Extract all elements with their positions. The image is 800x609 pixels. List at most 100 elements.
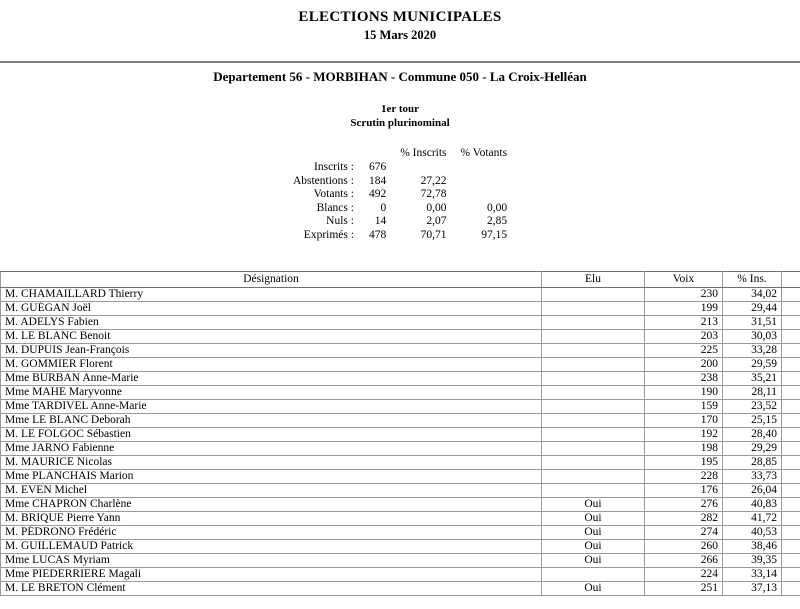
cell-pct-exp: 5 <box>782 512 800 526</box>
statistics-cell-label: Blancs : <box>286 202 362 216</box>
cell-pct-exp: 4 <box>782 470 800 484</box>
cell-designation: M. PÉDRONO Frédéric <box>1 526 542 540</box>
cell-designation: Mme TARDIVEL Anne-Marie <box>1 400 542 414</box>
results-section: Désignation Elu Voix % Ins. % M. CHAMAIL… <box>0 271 800 596</box>
column-header-elu[interactable]: Elu <box>542 272 645 288</box>
cell-elu: Oui <box>542 498 645 512</box>
cell-designation: Mme CHAPRON Charlène <box>1 498 542 512</box>
cell-pct-ins: 25,15 <box>723 414 782 428</box>
statistics-cell-pct-ins: 70,71 <box>393 229 453 243</box>
statistics-cell-label: Exprimés : <box>286 229 362 243</box>
cell-elu <box>542 442 645 456</box>
cell-voix: 251 <box>645 582 723 596</box>
cell-voix: 225 <box>645 344 723 358</box>
cell-pct-exp: 3 <box>782 400 800 414</box>
cell-pct-ins: 34,02 <box>723 288 782 302</box>
cell-designation: M. LE BRETON Clément <box>1 582 542 596</box>
cell-pct-ins: 33,28 <box>723 344 782 358</box>
cell-pct-exp: 4 <box>782 456 800 470</box>
cell-voix: 190 <box>645 386 723 400</box>
cell-pct-ins: 26,04 <box>723 484 782 498</box>
cell-elu <box>542 456 645 470</box>
statistics-col-pct-votants: % Votants <box>454 146 515 161</box>
cell-pct-ins: 41,72 <box>723 512 782 526</box>
column-header-pct-ins[interactable]: % Ins. <box>723 272 782 288</box>
cell-designation: M. LE FOLGOC Sébastien <box>1 428 542 442</box>
statistics-cell-count: 14 <box>362 215 393 229</box>
statistics-cell-count: 184 <box>362 175 393 189</box>
statistics-cell-count: 0 <box>362 202 393 216</box>
cell-designation: Mme PIEDERRIERE Magali <box>1 568 542 582</box>
statistics-cell-pct-ins: 72,78 <box>393 188 453 202</box>
cell-elu <box>542 330 645 344</box>
statistics-cell-count: 478 <box>362 229 393 243</box>
cell-pct-ins: 37,13 <box>723 582 782 596</box>
cell-elu <box>542 568 645 582</box>
statistics-cell-pct-ins: 2,07 <box>393 215 453 229</box>
cell-pct-exp: 4 <box>782 330 800 344</box>
cell-voix: 195 <box>645 456 723 470</box>
cell-voix: 198 <box>645 442 723 456</box>
statistics-cell-pct-vot <box>454 161 515 175</box>
cell-designation: M. LE BLANC Benoit <box>1 330 542 344</box>
election-date: 15 Mars 2020 <box>0 28 800 43</box>
cell-elu <box>542 344 645 358</box>
statistics-cell-pct-ins: 27,22 <box>393 175 453 189</box>
statistics-cell-count: 676 <box>362 161 393 175</box>
statistics-cell-pct-vot: 0,00 <box>454 202 515 216</box>
results-table: Désignation Elu Voix % Ins. % M. CHAMAIL… <box>0 271 800 596</box>
cell-pct-exp: 4 <box>782 428 800 442</box>
statistics-col-count <box>362 146 393 161</box>
cell-pct-exp: 4 <box>782 302 800 316</box>
cell-voix: 266 <box>645 554 723 568</box>
cell-pct-ins: 30,03 <box>723 330 782 344</box>
cell-voix: 192 <box>645 428 723 442</box>
statistics-row: Inscrits :676 <box>286 161 514 175</box>
cell-pct-exp: 4 <box>782 442 800 456</box>
statistics-cell-pct-vot: 2,85 <box>454 215 515 229</box>
column-header-pct-exp[interactable]: % <box>782 272 800 288</box>
column-header-designation[interactable]: Désignation <box>1 272 542 288</box>
cell-pct-ins: 38,46 <box>723 540 782 554</box>
cell-elu <box>542 428 645 442</box>
cell-voix: 176 <box>645 484 723 498</box>
statistics-cell-label: Votants : <box>286 188 362 202</box>
column-header-voix[interactable]: Voix <box>645 272 723 288</box>
cell-designation: M. DUPUIS Jean-François <box>1 344 542 358</box>
page-title: ELECTIONS MUNICIPALES <box>0 9 800 26</box>
statistics-header-row: % Inscrits % Votants <box>286 146 514 161</box>
scrutin-label: Scrutin plurinominal <box>0 117 800 131</box>
cell-designation: Mme LUCAS Myriam <box>1 554 542 568</box>
cell-elu: Oui <box>542 582 645 596</box>
cell-designation: M. CHAMAILLARD Thierry <box>1 288 542 302</box>
cell-pct-exp: 5 <box>782 554 800 568</box>
cell-designation: M. GOMMIER Florent <box>1 358 542 372</box>
cell-pct-exp: 3 <box>782 484 800 498</box>
